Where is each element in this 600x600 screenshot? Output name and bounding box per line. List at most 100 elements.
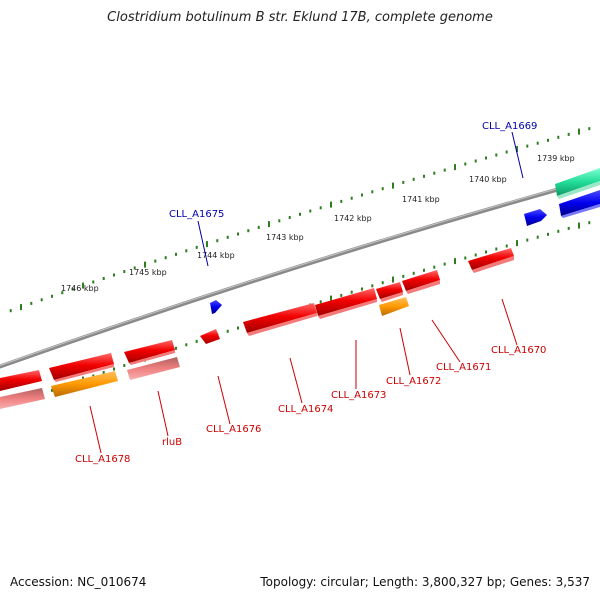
inner-minor-tick: [102, 371, 105, 374]
gene-rlub-pink[interactable]: [127, 357, 180, 380]
gene-cll-a1675-small-blue[interactable]: [524, 209, 547, 226]
inner-minor-tick: [123, 364, 126, 367]
label-cll-a1670: CLL_A1670: [491, 345, 546, 356]
topology-text: Topology: circular; Length: 3,800,327 bp…: [260, 575, 590, 589]
accession-text: Accession: NC_010674: [10, 575, 147, 589]
inner-minor-tick: [340, 293, 343, 297]
inner-minor-tick: [567, 226, 570, 230]
leader-cll-a1678: [89, 405, 102, 454]
outer-minor-tick: [474, 159, 477, 163]
gene-left-pink[interactable]: [0, 388, 45, 409]
outer-minor-tick: [402, 180, 405, 184]
outer-minor-tick: [361, 193, 363, 197]
gene-cll-a1675[interactable]: [210, 300, 222, 314]
outer-minor-tick: [319, 206, 322, 210]
inner-minor-tick: [474, 253, 477, 257]
outer-major-tick: [82, 282, 84, 289]
outer-minor-tick: [464, 162, 467, 166]
gene-cll-a1672-red[interactable]: [376, 282, 403, 302]
inner-minor-tick: [464, 256, 467, 260]
kbp-label-1742: 1742 kbp: [334, 214, 372, 223]
outer-major-tick: [144, 261, 146, 268]
outer-minor-tick: [30, 301, 33, 305]
inner-minor-tick: [588, 221, 591, 225]
gene-cll-a1676[interactable]: [200, 329, 220, 344]
label-cll-a1669: CLL_A1669: [482, 121, 537, 132]
outer-minor-tick: [505, 150, 508, 154]
map-title: Clostridium botulinum B str. Eklund 17B,…: [107, 10, 493, 25]
outer-minor-tick: [340, 199, 343, 203]
label-cll-a1671: CLL_A1671: [436, 362, 491, 373]
inner-minor-tick: [536, 235, 539, 239]
gene-left-red[interactable]: [0, 370, 42, 391]
gene-cll-a1671[interactable]: [402, 270, 440, 294]
inner-minor-tick: [557, 229, 560, 233]
outer-minor-tick: [102, 277, 105, 280]
leader-cll-a1675: [197, 220, 209, 267]
outer-major-tick: [20, 304, 22, 311]
leader-lines: [89, 131, 524, 454]
outer-minor-tick: [226, 235, 229, 239]
leader-rlub: [157, 390, 169, 437]
gene-cll-a1670[interactable]: [468, 248, 514, 273]
inner-minor-tick: [443, 262, 446, 266]
leader-cll-a1671: [431, 319, 461, 363]
label-cll-a1672: CLL_A1672: [386, 376, 441, 387]
inner-minor-tick: [185, 343, 188, 347]
label-cll-a1676: CLL_A1676: [206, 424, 261, 435]
label-cll-a1675: CLL_A1675: [169, 209, 224, 220]
inner-minor-tick: [350, 290, 353, 294]
outer-minor-tick: [247, 229, 250, 233]
inner-major-tick: [392, 276, 394, 283]
outer-minor-tick: [61, 291, 64, 295]
outer-minor-tick: [123, 270, 126, 273]
outer-minor-tick: [495, 153, 498, 157]
label-rlub: rluB: [162, 437, 182, 448]
gene-cll-a1673[interactable]: [315, 288, 377, 319]
kbp-label-1739: 1739 kbp: [537, 154, 575, 163]
outer-minor-tick: [185, 249, 188, 253]
gene-cll-a1678-orange[interactable]: [51, 371, 118, 397]
backbone-highlight: [0, 176, 600, 366]
outer-minor-tick: [278, 219, 281, 223]
outer-minor-tick: [443, 168, 446, 172]
outer-major-tick: [268, 221, 270, 228]
gene-cll-a1678-red[interactable]: [49, 353, 114, 382]
inner-minor-tick: [237, 326, 239, 330]
leader-cll-a1670: [501, 298, 518, 346]
label-cll-a1678: CLL_A1678: [75, 454, 130, 465]
genome-backbone: [0, 175, 600, 369]
gene-rlub-red[interactable]: [124, 340, 175, 365]
outer-minor-tick: [485, 156, 487, 160]
inner-major-tick: [454, 258, 456, 265]
outer-major-tick: [392, 182, 394, 189]
inner-minor-tick: [526, 238, 529, 242]
inner-minor-tick: [226, 329, 229, 333]
inner-minor-tick: [371, 284, 374, 288]
outer-minor-tick: [557, 135, 560, 139]
gene-cll-a1669-teal[interactable]: [555, 168, 600, 199]
outer-tick-track: [9, 127, 591, 313]
outer-minor-tick: [433, 171, 436, 175]
kbp-label-1744: 1744 kbp: [197, 251, 235, 260]
outer-minor-tick: [71, 287, 74, 291]
leader-cll-a1672: [399, 327, 411, 376]
gene-cll-a1672-orange[interactable]: [379, 297, 409, 316]
inner-minor-tick: [423, 268, 425, 272]
inner-minor-tick: [433, 265, 436, 269]
inner-minor-tick: [495, 247, 498, 251]
leader-cll-a1676: [217, 375, 231, 425]
outer-minor-tick: [113, 273, 115, 277]
inner-major-tick: [578, 222, 580, 229]
inner-minor-tick: [381, 281, 384, 285]
outer-minor-tick: [309, 209, 312, 213]
inner-minor-tick: [175, 346, 177, 350]
outer-minor-tick: [350, 196, 353, 200]
inner-minor-tick: [361, 287, 363, 291]
inner-minor-tick: [485, 250, 487, 254]
gene-cll-a1669-blue[interactable]: [559, 190, 600, 218]
gene-cll-a1674[interactable]: [243, 303, 317, 336]
kbp-label-1741: 1741 kbp: [402, 195, 440, 204]
outer-minor-tick: [237, 232, 239, 236]
